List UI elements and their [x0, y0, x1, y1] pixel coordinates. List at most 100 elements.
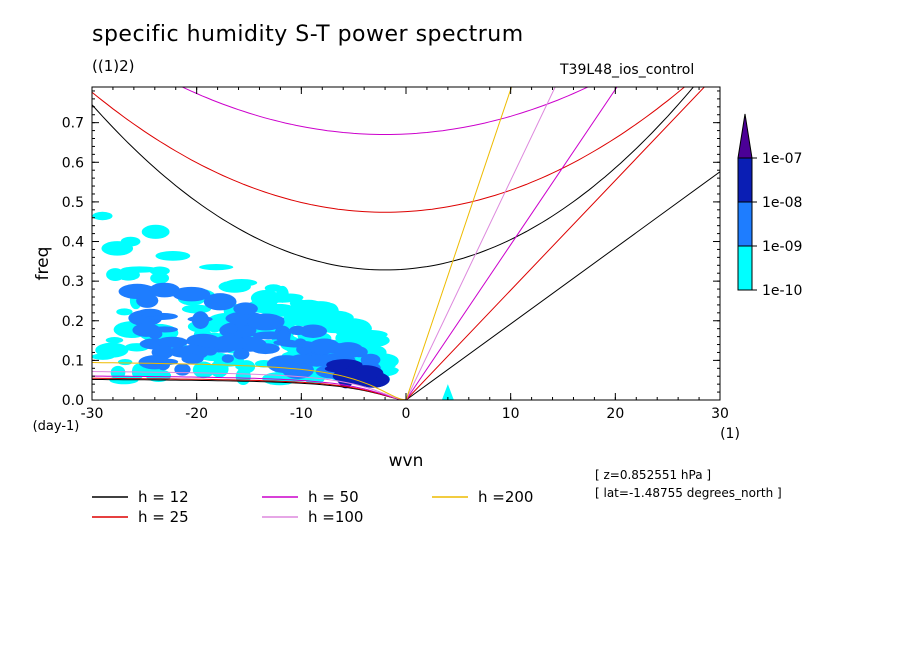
chart-subtitle: ((1)2) [92, 57, 135, 75]
dispersion-curve [405, 87, 706, 400]
chart-title: specific humidity S-T power spectrum [92, 22, 524, 47]
power-region [137, 308, 163, 317]
power-region [155, 250, 191, 261]
power-region [174, 363, 191, 376]
power-region [105, 337, 124, 344]
colorbar-label: 1e-10 [762, 283, 802, 299]
power-region [441, 384, 454, 400]
y-tick-label: 0.2 [62, 314, 84, 330]
x-tick-label: -20 [185, 406, 208, 422]
y-tick-label: 0.7 [62, 116, 84, 132]
dispersion-curve [92, 362, 407, 400]
power-region [260, 303, 298, 317]
power-region [116, 269, 140, 281]
x-tick-label: 10 [502, 406, 520, 422]
colorbar-segment [737, 201, 753, 247]
legend-label: h = 25 [138, 508, 189, 526]
y-tick-label: 0.0 [62, 393, 84, 409]
power-region [186, 333, 220, 348]
latitude-info: [ lat=-1.48755 degrees_north ] [595, 486, 782, 500]
power-region [233, 348, 250, 360]
colorbar-label: 1e-08 [762, 195, 802, 211]
dispersion-curve [92, 375, 407, 400]
y-axis-label: freq [33, 247, 53, 281]
power-region [338, 322, 356, 336]
colorbar-segment [737, 157, 753, 203]
y-tick-label: 0.5 [62, 195, 84, 211]
power-region [308, 338, 340, 355]
dispersion-curve [92, 371, 407, 400]
legend-label: h =200 [478, 488, 533, 506]
power-region [136, 293, 159, 308]
dispersion-curve [92, 87, 686, 213]
x-tick-label: -30 [81, 406, 104, 422]
dispersion-curve [405, 171, 720, 400]
power-region [181, 353, 204, 364]
power-region [264, 284, 283, 292]
power-region [250, 290, 281, 307]
power-region [120, 236, 141, 247]
y-tick-label: 0.1 [62, 353, 84, 369]
y-tick-label: 0.3 [62, 274, 84, 290]
power-region [132, 323, 161, 337]
power-region [299, 324, 328, 338]
x-tick-label: -10 [290, 406, 313, 422]
experiment-label: T39L48_ios_control [560, 62, 695, 78]
colorbar-segment [737, 245, 753, 291]
dispersion-curve [405, 87, 618, 400]
power-region [226, 278, 258, 287]
level-info: [ z=0.852551 hPa ] [595, 468, 712, 482]
power-region [92, 211, 113, 221]
power-region [149, 266, 170, 276]
power-region [246, 313, 285, 331]
x-tick-label: 30 [711, 406, 729, 422]
dispersion-curve [405, 87, 513, 400]
y-unit-label: (day-1) [33, 419, 80, 434]
power-region [181, 304, 212, 314]
x-tick-label: 0 [402, 406, 411, 422]
legend-label: h = 12 [138, 488, 189, 506]
power-region [95, 342, 129, 358]
power-region [284, 363, 302, 372]
colorbar-label: 1e-09 [762, 239, 802, 255]
power-region [110, 365, 126, 380]
dispersion-curve [92, 87, 695, 271]
power-region [172, 286, 211, 302]
power-region [138, 355, 171, 370]
colorbar-label: 1e-07 [762, 151, 802, 167]
power-region [199, 264, 234, 271]
power-region [290, 354, 315, 364]
dispersion-curve [92, 378, 407, 400]
power-region [338, 348, 356, 360]
power-region [289, 325, 307, 336]
power-region [304, 301, 337, 315]
power-region [221, 354, 234, 363]
x-unit-label: (1) [720, 426, 740, 442]
x-tick-label: 20 [606, 406, 624, 422]
power-region [235, 363, 250, 370]
power-region [191, 311, 210, 329]
x-axis-label: wvn [389, 451, 424, 471]
power-region [149, 282, 180, 298]
power-region [278, 340, 317, 348]
power-region [212, 335, 247, 352]
power-region [203, 293, 237, 311]
power-region [351, 346, 368, 358]
dispersion-curve [181, 87, 590, 135]
colorbar-cap [737, 113, 753, 159]
legend-label: h =100 [308, 508, 363, 526]
power-region [116, 308, 133, 316]
power-region [291, 310, 312, 320]
power-region [345, 365, 360, 379]
power-region [192, 361, 215, 379]
power-region [150, 272, 170, 284]
power-region [117, 358, 133, 366]
y-tick-label: 0.4 [62, 235, 84, 251]
power-region [156, 336, 189, 348]
power-region [224, 324, 238, 334]
dispersion-curve [82, 0, 731, 25]
power-region [233, 302, 258, 315]
power-region [141, 224, 170, 239]
dispersion-curve [92, 377, 407, 400]
